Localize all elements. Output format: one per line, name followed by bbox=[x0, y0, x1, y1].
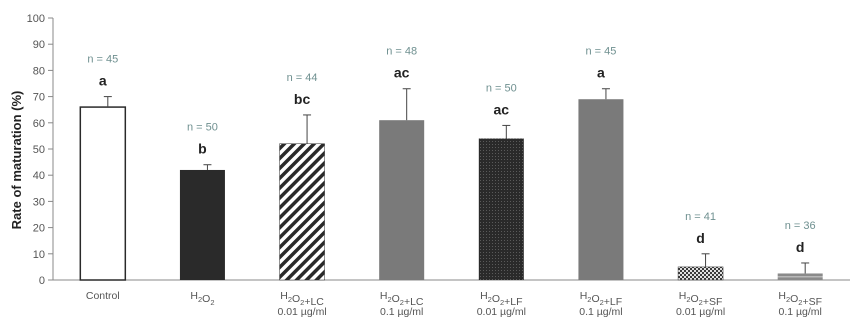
x-tick-label: 0.1 µg/ml bbox=[380, 306, 423, 318]
x-tick-label: 0.1 µg/ml bbox=[579, 306, 622, 318]
significance-label: d bbox=[696, 230, 705, 246]
bar bbox=[79, 106, 127, 281]
n-label: n = 36 bbox=[785, 220, 816, 232]
y-axis-label: Rate of maturation (%) bbox=[9, 91, 24, 230]
y-tick-label: 30 bbox=[33, 196, 45, 208]
y-tick-label: 80 bbox=[33, 65, 45, 77]
y-tick-label: 20 bbox=[33, 223, 45, 235]
x-tick-label: 0.01 µg/ml bbox=[676, 306, 725, 318]
bar bbox=[179, 169, 225, 280]
bar bbox=[279, 143, 325, 281]
y-tick-label: 40 bbox=[33, 170, 45, 182]
significance-label: d bbox=[796, 239, 805, 255]
y-tick-label: 50 bbox=[33, 144, 45, 156]
y-tick-label: 10 bbox=[33, 249, 45, 261]
significance-label: bc bbox=[294, 91, 311, 107]
y-tick-label: 70 bbox=[33, 92, 45, 104]
bar bbox=[478, 138, 524, 280]
y-tick-label: 100 bbox=[27, 13, 45, 25]
x-tick-label: H2O2 bbox=[190, 290, 214, 307]
x-tick-label: H2O2+LC bbox=[380, 290, 424, 308]
bars bbox=[79, 88, 823, 281]
bar bbox=[578, 99, 624, 280]
x-tick-label: Control bbox=[86, 290, 120, 302]
significance-label: b bbox=[198, 141, 207, 157]
x-tick-label: 0.1 µg/ml bbox=[778, 306, 821, 318]
n-label: n = 44 bbox=[287, 72, 318, 84]
n-label: n = 41 bbox=[685, 211, 716, 223]
bar bbox=[777, 273, 823, 280]
significance-label: ac bbox=[494, 101, 510, 117]
bar bbox=[379, 120, 425, 281]
significance-label: a bbox=[99, 73, 107, 89]
n-label: n = 45 bbox=[87, 54, 118, 66]
y-tick-label: 90 bbox=[33, 39, 45, 51]
x-tick-label: H2O2+SF bbox=[679, 290, 723, 308]
n-label: n = 48 bbox=[386, 46, 417, 58]
y-tick-label: 0 bbox=[39, 275, 45, 287]
n-label: n = 45 bbox=[585, 46, 616, 58]
n-label: n = 50 bbox=[187, 122, 218, 134]
x-tick-label: H2O2+SF bbox=[778, 290, 822, 308]
x-tick-label: H2O2+LF bbox=[580, 290, 623, 308]
significance-label: ac bbox=[394, 65, 410, 81]
x-tick-label: 0.01 µg/ml bbox=[477, 306, 526, 318]
x-tick-label: H2O2+LF bbox=[480, 290, 523, 308]
n-label: n = 50 bbox=[486, 82, 517, 94]
x-tick-label: 0.01 µg/ml bbox=[277, 306, 326, 318]
y-tick-label: 60 bbox=[33, 118, 45, 130]
bar bbox=[677, 266, 724, 281]
significance-label: a bbox=[597, 65, 605, 81]
x-tick-label: H2O2+LC bbox=[280, 290, 324, 308]
y-axis: 0 10 20 30 40 50 60 70 80 90 100 bbox=[27, 13, 54, 287]
